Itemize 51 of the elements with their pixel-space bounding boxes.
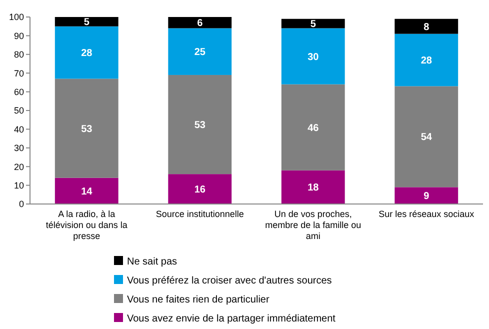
data-label: 9	[424, 191, 430, 202]
data-label: 25	[194, 47, 206, 58]
bar	[168, 74, 232, 174]
y-tick-label: 20	[14, 162, 24, 172]
y-tick-label: 100	[8, 12, 24, 22]
bar	[54, 26, 118, 79]
data-label: 8	[424, 22, 430, 33]
data-label: 53	[194, 120, 206, 132]
data-label: 6	[197, 18, 204, 30]
y-tick-label: 50	[14, 106, 24, 116]
x-tick-label: Un de vos proches, membre de la famille ou ami	[265, 209, 362, 241]
bar	[394, 34, 458, 86]
bar	[394, 18, 458, 34]
y-tick-label: 40	[14, 124, 24, 134]
bar	[54, 17, 118, 26]
data-label: 30	[308, 52, 320, 63]
y-tick-label: 60	[14, 86, 24, 97]
bar	[168, 17, 232, 28]
legend-label: Vous ne faites rien de particulier	[127, 294, 270, 306]
bar	[394, 187, 458, 204]
bar	[281, 170, 345, 204]
bar	[394, 86, 458, 188]
y-tick-label: 80	[14, 50, 24, 60]
legend-label: Ne sait pas	[127, 256, 178, 268]
x-tick-label: Source institutionnelle	[156, 209, 244, 219]
x-tick-label: A la radio, à la télévision ou dans la presse	[46, 209, 128, 241]
data-label: 5	[310, 19, 316, 30]
bar	[281, 18, 345, 28]
bar	[281, 28, 345, 84]
data-label: 54	[420, 132, 432, 144]
data-label: 5	[84, 17, 90, 28]
y-tick-label: 10	[14, 180, 24, 190]
y-tick-label: 70	[14, 68, 24, 78]
y-tick-label: 90	[14, 30, 24, 41]
data-label: 53	[81, 124, 93, 135]
legend-label: Vous avez envie de la partager immédiatement	[127, 314, 336, 324]
y-tick-label: 30	[14, 143, 24, 154]
legend-label: Vous préférez la croiser avec d'autres sources	[127, 276, 332, 286]
data-label: 46	[308, 122, 320, 134]
bar	[281, 84, 345, 170]
y-tick-label: 0	[18, 199, 24, 210]
bar	[54, 78, 118, 178]
data-label: 18	[308, 182, 320, 194]
data-label: 16	[194, 184, 206, 196]
data-label: 28	[81, 48, 93, 60]
data-label: 14	[81, 186, 93, 198]
data-label: 28	[420, 56, 432, 67]
bar	[168, 28, 232, 75]
bar	[54, 178, 118, 204]
x-tick-label: Sur les réseaux sociaux	[378, 209, 475, 219]
bar	[168, 174, 232, 204]
